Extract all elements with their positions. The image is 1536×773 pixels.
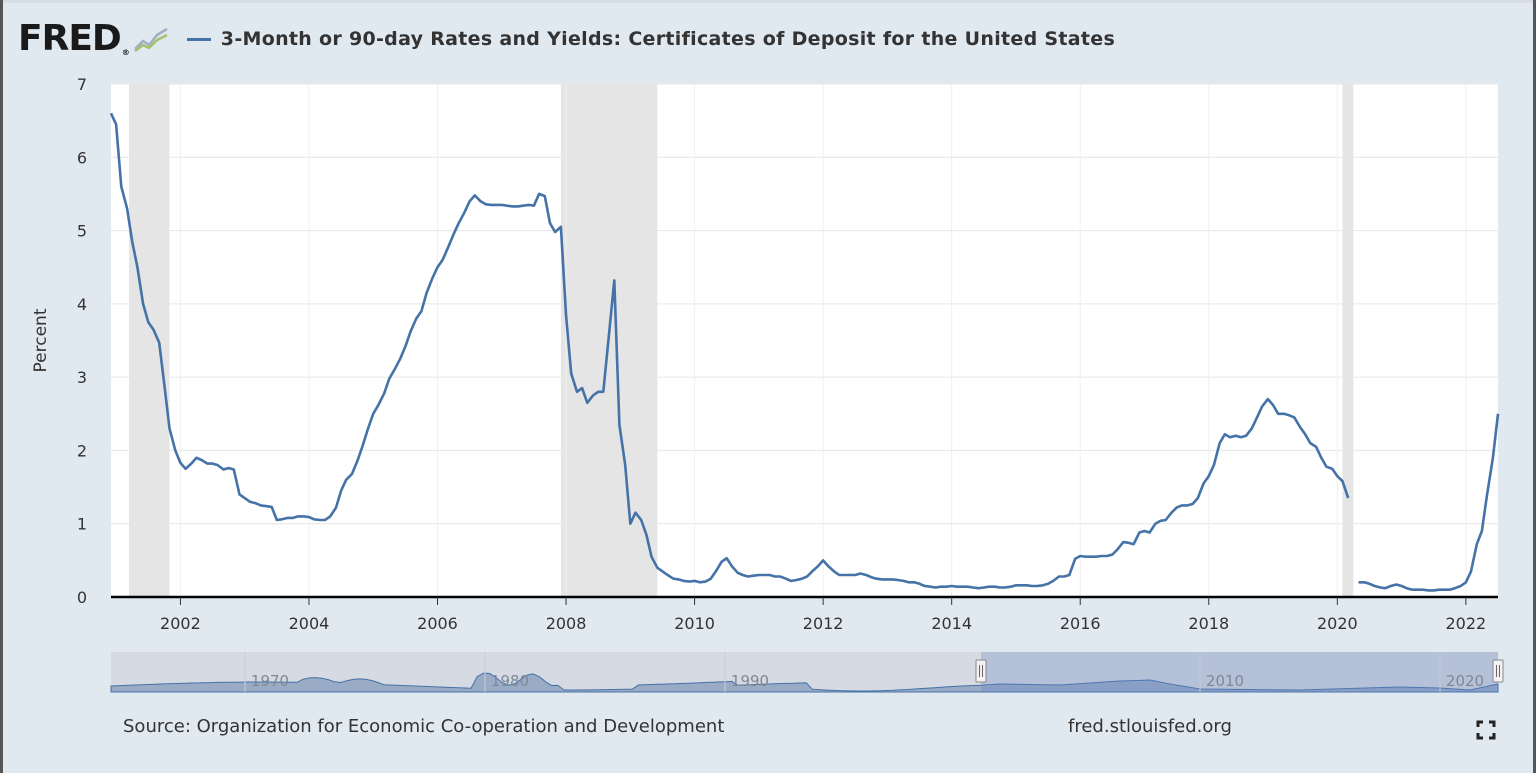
series-line: [109, 112, 1350, 590]
x-tick-label: 2018: [1188, 614, 1229, 633]
drag-handle-icon: [975, 659, 987, 683]
y-tick-label: 5: [77, 222, 87, 241]
chart-header: FRED® 3-Month or 90-day Rates and Yields…: [18, 14, 1115, 64]
navigator-series-area: [110, 672, 1499, 693]
line-graph-icon: [132, 25, 169, 53]
window-left-edge: [0, 0, 3, 773]
window-top-edge: [0, 0, 1536, 3]
x-tick-label: 2008: [546, 614, 587, 633]
x-tick-label: 2012: [803, 614, 844, 633]
fred-url-link[interactable]: fred.stlouisfed.org: [1068, 716, 1232, 737]
y-tick-label: 0: [77, 588, 87, 607]
legend: 3-Month or 90-day Rates and Yields: Cert…: [186, 28, 1116, 50]
navigator-left-handle[interactable]: [975, 659, 987, 683]
legend-series-title: 3-Month or 90-day Rates and Yields: Cert…: [220, 28, 1116, 50]
x-tick-label: 2016: [1060, 614, 1101, 633]
plot-background: [111, 84, 1498, 597]
series-line: [1358, 413, 1500, 592]
x-tick-label: 2006: [417, 614, 458, 633]
source-note: Source: Organization for Economic Co-ope…: [123, 716, 725, 737]
fullscreen-icon[interactable]: [1476, 720, 1496, 740]
x-tick-label: 2020: [1317, 614, 1358, 633]
navigator-right-handle[interactable]: [1492, 659, 1504, 683]
y-axis-label: Percent: [31, 308, 51, 372]
x-tick-label: 2014: [931, 614, 972, 633]
drag-handle-icon: [1492, 659, 1504, 683]
y-tick-label: 4: [77, 295, 87, 314]
recession-band: [1342, 84, 1354, 597]
navigator-tick-label: 2020: [1446, 672, 1484, 690]
navigator-tick-label: 1980: [491, 672, 529, 690]
navigator-tick-label: 2010: [1206, 672, 1244, 690]
y-tick-label: 1: [77, 515, 87, 534]
y-tick-label: 7: [77, 75, 87, 94]
x-tick-label: 2002: [160, 614, 201, 633]
x-tick-label: 2010: [674, 614, 715, 633]
fred-logo[interactable]: FRED®: [18, 18, 130, 59]
window-right-edge: [1533, 0, 1536, 773]
legend-swatch: [186, 37, 211, 41]
x-tick-label: 2022: [1446, 614, 1487, 633]
y-tick-label: 3: [77, 368, 87, 387]
y-tick-label: 6: [77, 148, 87, 167]
recession-band: [128, 84, 170, 597]
x-tick-label: 2004: [289, 614, 330, 633]
navigator-selected-range: [981, 652, 1498, 692]
y-tick-label: 2: [77, 441, 87, 460]
navigator-tick-label: 1990: [731, 672, 769, 690]
navigator-tick-label: 1970: [251, 672, 289, 690]
